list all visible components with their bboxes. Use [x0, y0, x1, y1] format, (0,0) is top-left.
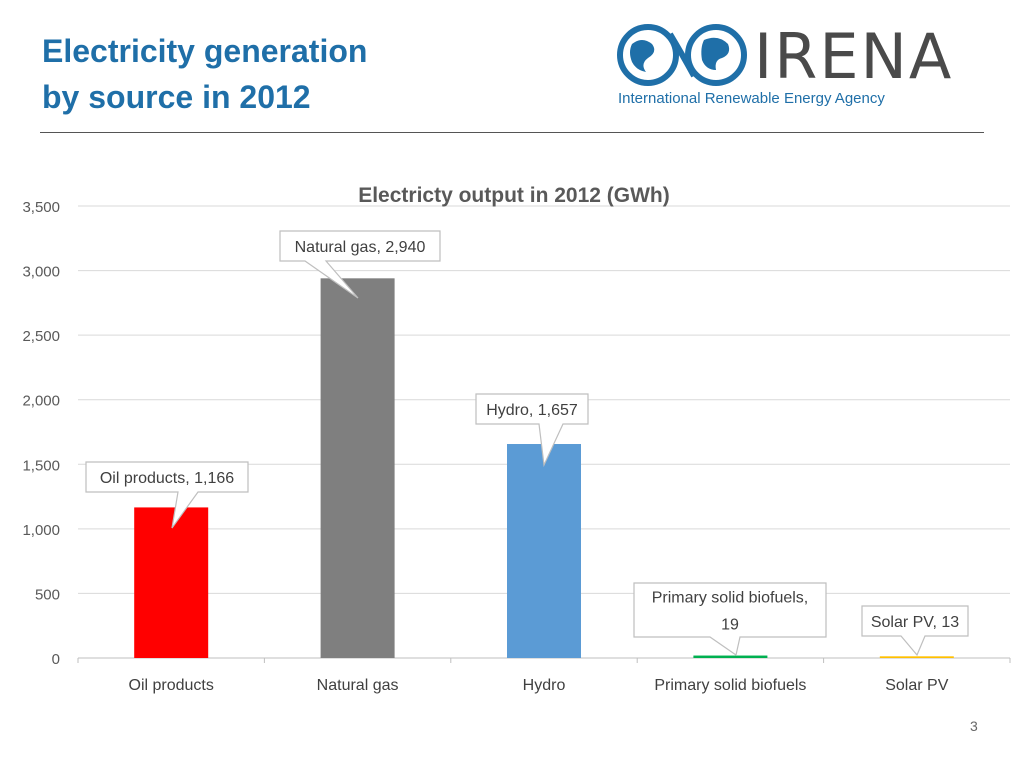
data-label: Oil products, 1,166	[85, 461, 249, 529]
bar	[320, 278, 395, 658]
chart-title: Electricty output in 2012 (GWh)	[358, 184, 670, 207]
y-tick-label: 2,500	[22, 328, 60, 345]
data-labels: Oil products, 1,166 Natural gas, 2,940 Hyd…	[85, 230, 969, 657]
data-label-text: Primary solid biofuels,	[652, 590, 809, 607]
data-label: Primary solid biofuels, 19	[633, 582, 827, 657]
data-label-text: Solar PV, 13	[871, 614, 959, 631]
data-label-callout	[475, 393, 589, 468]
data-label-text: Hydro, 1,657	[486, 402, 578, 419]
bars	[134, 278, 954, 658]
bar	[693, 655, 768, 658]
page-number: 3	[970, 718, 978, 734]
logo-wordmark: IRENA	[754, 20, 954, 93]
x-axis-categories: Oil products Natural gas Hydro Primary soli…	[129, 677, 949, 694]
data-label-text: 19	[721, 617, 739, 634]
globe-infinity-icon	[617, 24, 747, 86]
y-tick-label: 0	[52, 651, 60, 668]
x-category-label: Hydro	[523, 677, 566, 694]
data-label: Solar PV, 13	[861, 605, 969, 657]
slide-title-line2: by source in 2012	[42, 79, 311, 115]
data-label-callout	[861, 605, 969, 657]
data-label-text: Oil products, 1,166	[100, 470, 234, 487]
data-label: Hydro, 1,657	[475, 393, 589, 468]
x-category-label: Oil products	[129, 677, 214, 694]
title-divider	[40, 132, 984, 133]
y-tick-label: 1,500	[22, 457, 60, 474]
y-tick-label: 500	[35, 586, 60, 603]
slide-title-line1: Electricity generation	[42, 33, 368, 69]
y-tick-label: 3,000	[22, 264, 60, 281]
data-label: Natural gas, 2,940	[279, 230, 441, 299]
logo-tagline: International Renewable Energy Agency	[618, 90, 885, 107]
y-axis-ticks: 0 500 1,000 1,500 2,000 2,500 3,000 3,500	[22, 199, 60, 668]
bar-chart: 0 500 1,000 1,500 2,000 2,500 3,000 3,500 Oil p…	[22, 184, 1011, 694]
data-label-callout	[279, 230, 441, 299]
data-label-text: Natural gas, 2,940	[295, 239, 426, 256]
x-category-label: Solar PV	[885, 677, 948, 694]
slide-title: Electricity generation by source in 2012	[42, 28, 367, 120]
y-tick-label: 1,000	[22, 522, 60, 539]
bar	[507, 444, 581, 658]
data-label-callout	[633, 582, 827, 657]
bar	[879, 656, 954, 658]
bar	[134, 507, 209, 658]
irena-logo: IRENA International Renewable Energy Age…	[612, 20, 958, 114]
data-label-callout	[85, 461, 249, 529]
x-category-label: Primary solid biofuels	[654, 677, 806, 694]
x-category-label: Natural gas	[317, 677, 399, 694]
y-tick-label: 2,000	[22, 393, 60, 410]
y-tick-label: 3,500	[22, 199, 60, 216]
